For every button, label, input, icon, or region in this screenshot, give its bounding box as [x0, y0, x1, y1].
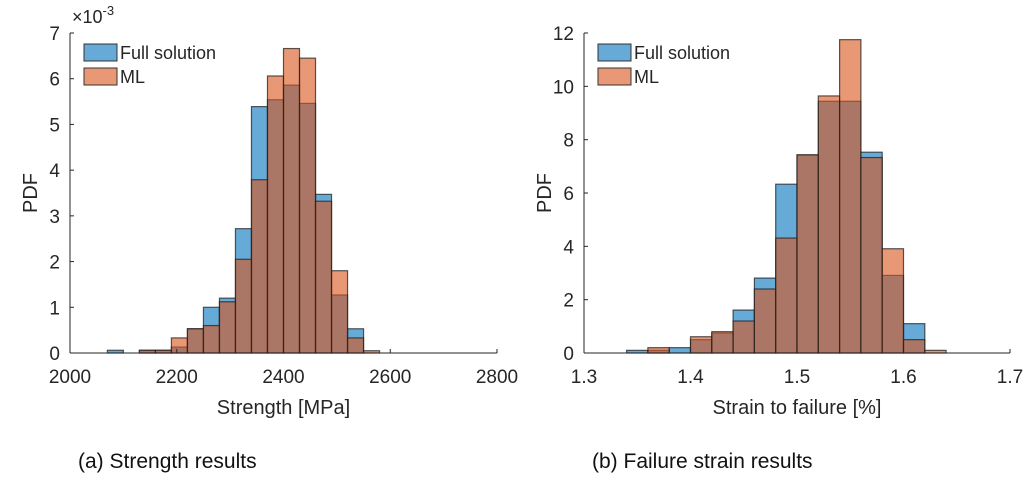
x-tick-label: 1.7 [997, 367, 1023, 388]
y-tick-label: 4 [563, 237, 574, 258]
x-axis-label: Strain to failure [%] [713, 397, 882, 419]
bar-ml [860, 156, 883, 354]
bar-full-solution [668, 347, 692, 354]
bar-ml [775, 237, 798, 354]
y-tick-label: 0 [49, 344, 60, 365]
y-tick-label: 0 [563, 344, 574, 365]
legend-label: Full solution [634, 43, 730, 63]
legend-swatch [83, 67, 118, 86]
y-tick-label: 6 [563, 184, 574, 205]
y-exponent-label: ×10-3 [72, 3, 114, 27]
y-tick-label: 7 [49, 24, 60, 45]
x-tick-label: 1.4 [677, 367, 704, 388]
bar-ml [346, 337, 365, 354]
bar-ml [218, 301, 237, 354]
y-tick-label: 10 [553, 77, 574, 98]
x-tick-label: 1.5 [784, 367, 810, 388]
legend-label: ML [120, 67, 145, 87]
x-tick-label: 2600 [369, 367, 411, 388]
bar-ml [202, 324, 221, 354]
legend-swatch [597, 67, 632, 86]
x-tick-label: 2800 [476, 367, 518, 388]
bar-ml [234, 258, 253, 354]
bar-ml [170, 337, 189, 354]
bar-ml [732, 320, 755, 354]
x-tick-label: 2000 [49, 367, 91, 388]
x-tick-label: 1.6 [890, 367, 916, 388]
legend-label: Full solution [120, 43, 216, 63]
caption-a: (a) Strength results [78, 450, 257, 473]
bar-ml [314, 200, 333, 354]
bar-ml [186, 328, 205, 354]
y-tick-label: 12 [553, 24, 574, 45]
y-tick-label: 3 [49, 207, 60, 228]
caption-b: (b) Failure strain results [592, 450, 813, 473]
y-tick-label: 6 [49, 70, 60, 91]
y-exponent: -3 [103, 3, 115, 18]
bar-ml [753, 288, 777, 354]
legend-label: ML [634, 67, 659, 87]
legend-swatch [83, 43, 118, 62]
y-axis-label: PDF [534, 173, 556, 213]
y-tick-label: 2 [563, 291, 574, 312]
bar-ml [282, 47, 301, 354]
bar-ml [838, 39, 862, 354]
bar-ml [711, 331, 734, 354]
y-axis-label: PDF [20, 173, 42, 213]
bar-ml [689, 336, 713, 354]
legend-swatch [597, 43, 632, 62]
y-tick-label: 2 [49, 253, 60, 274]
x-tick-label: 1.3 [571, 367, 597, 388]
bar-ml [902, 339, 926, 354]
bar-ml [817, 95, 841, 354]
bar-ml [266, 75, 285, 354]
y-tick-label: 4 [49, 161, 60, 182]
y-tick-label: 5 [49, 115, 60, 136]
y-tick-label: 8 [563, 131, 574, 152]
bar-ml [881, 248, 905, 354]
y-tick-label: 1 [49, 298, 60, 319]
bar-ml [250, 179, 269, 354]
bar-ml [647, 347, 670, 354]
x-axis-label: Strength [MPa] [217, 397, 350, 419]
bar-ml [796, 154, 819, 354]
x-tick-label: 2400 [262, 367, 304, 388]
x-tick-label: 2200 [156, 367, 198, 388]
bar-ml [298, 57, 317, 354]
bar-ml [330, 270, 349, 354]
